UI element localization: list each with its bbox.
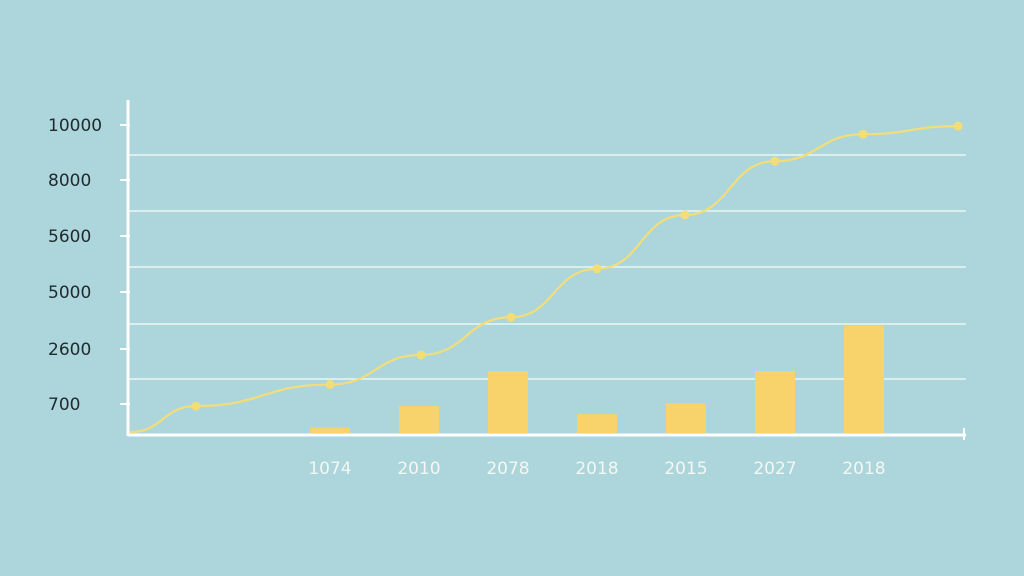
line-point [680,210,690,220]
line-point [592,264,602,274]
line-point [858,129,868,139]
axes [126,100,966,440]
y-tick-label: 5000 [48,283,91,303]
y-tick-label: 700 [48,395,80,415]
x-tick-label: 2018 [575,459,618,479]
line-point [770,156,780,166]
x-axis-ticks: 1074 2010 2078 2018 2015 2027 2018 [308,459,885,479]
bar [310,427,350,433]
bar [399,406,439,433]
bar [666,403,706,433]
bar-series [310,325,884,433]
bar [755,371,795,433]
line-point [191,401,201,411]
x-tick-label: 2078 [486,459,529,479]
gridlines [128,154,966,380]
y-tick-label: 8000 [48,171,91,191]
bar [844,325,884,433]
x-tick-label: 2027 [753,459,796,479]
y-tick-label: 5600 [48,227,91,247]
bar [577,414,617,433]
line-series [129,121,963,434]
line-point [953,121,963,131]
x-tick-label: 2015 [664,459,707,479]
x-tick-label: 1074 [308,459,351,479]
y-tick-label: 2600 [48,340,91,360]
line-point [506,312,516,322]
line-point [325,380,335,390]
x-tick-label: 2010 [397,459,440,479]
y-axis-ticks: 10000 8000 5600 5000 2600 700 [48,116,130,415]
x-tick-label: 2018 [842,459,885,479]
bar [488,371,528,433]
trend-line [129,125,959,434]
line-point [416,350,426,360]
y-tick-label: 10000 [48,116,102,136]
